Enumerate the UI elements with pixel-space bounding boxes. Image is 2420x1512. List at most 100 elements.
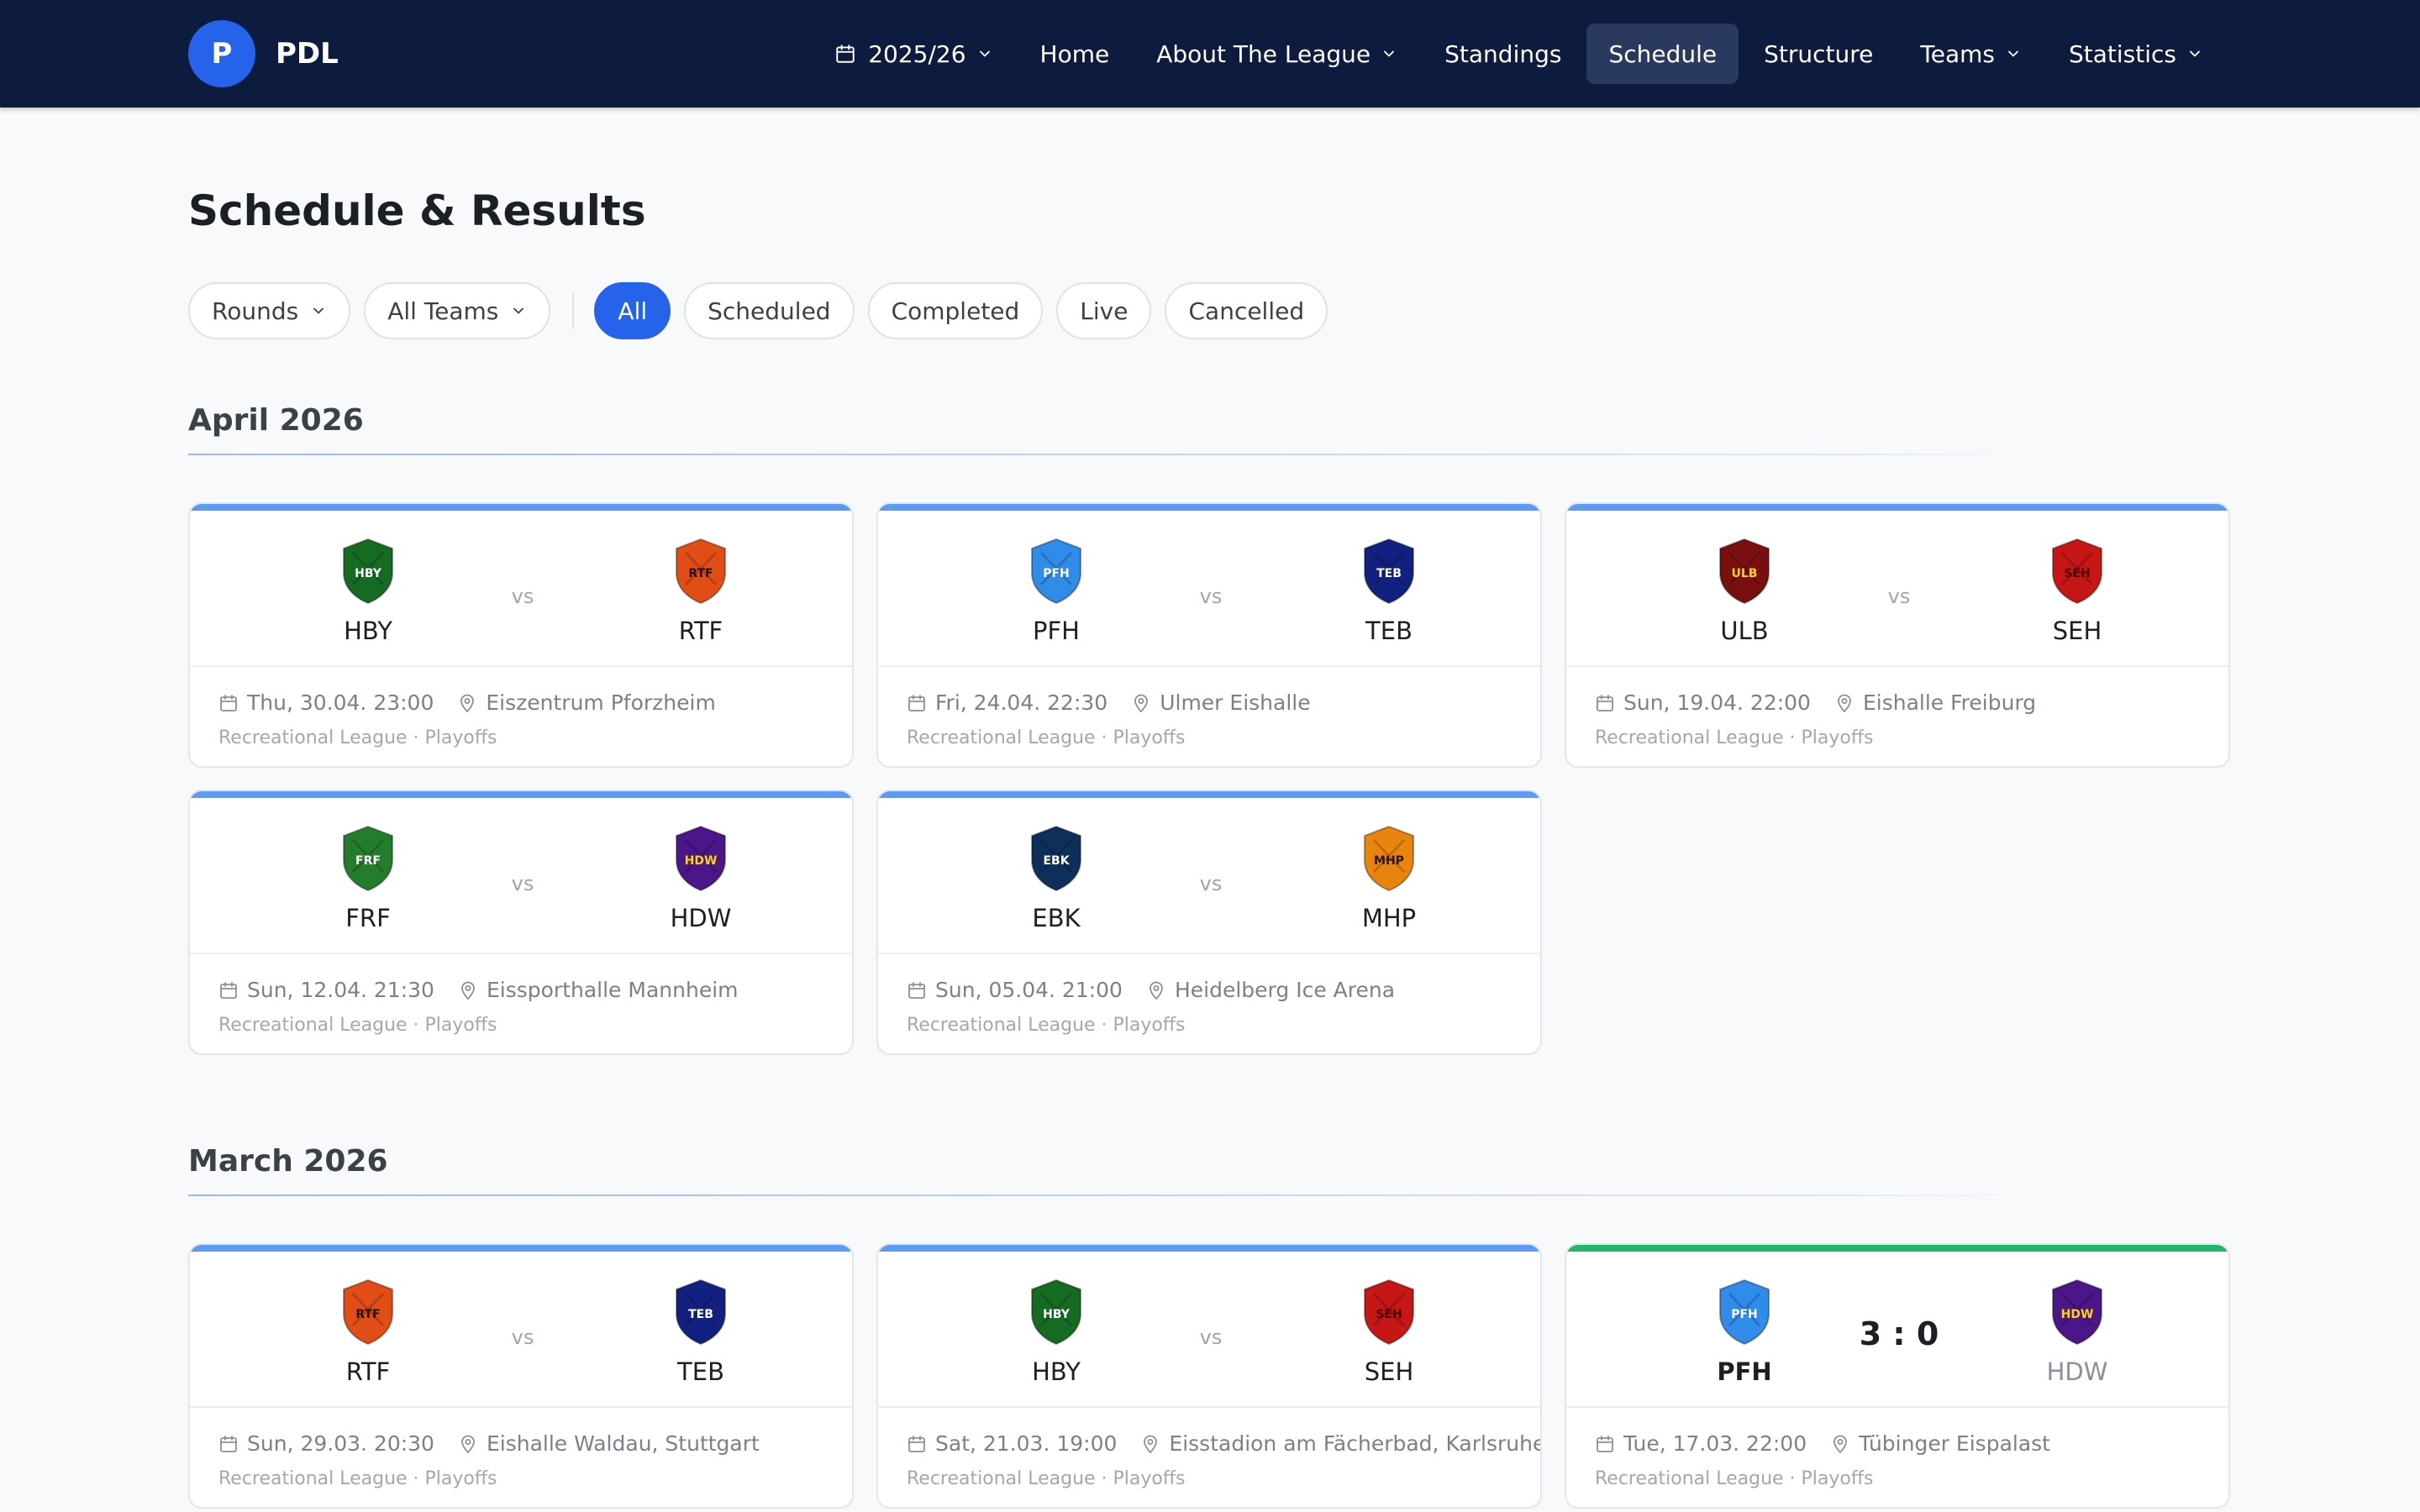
brand[interactable]: P PDL (188, 20, 339, 87)
game-meta: Fri, 24.04. 22:30 Ulmer Eishalle (907, 690, 1311, 715)
away-team[interactable]: MHP MHP (1305, 825, 1473, 932)
calendar-icon (908, 1435, 925, 1452)
away-team[interactable]: SEH SEH (1305, 1278, 1473, 1386)
game-meta: Sun, 19.04. 22:00 Eishalle Freiburg (1595, 690, 2036, 715)
location-pin-icon (1144, 1435, 1158, 1453)
season-selector[interactable]: 2025/26 (813, 24, 1014, 84)
svg-text:SEH: SEH (1376, 1308, 1402, 1321)
team-shield-icon: PFH (1719, 1278, 1770, 1346)
main-nav: 2025/26 Home About The League Standings Sch… (809, 24, 2225, 84)
vs-label: vs (511, 872, 534, 895)
game-card[interactable]: HBY HBY vs SEH SEH Sat, 21.03. 19:00 Eisstadio… (876, 1243, 1542, 1509)
brand-logo: P (188, 20, 255, 87)
brand-name: PDL (276, 37, 339, 71)
away-team[interactable]: HDW HDW (617, 825, 785, 932)
vs-label: vs (1199, 872, 1223, 895)
game-card[interactable]: RTF RTF vs TEB TEB Sun, 29.03. 20:30 Eishalle … (188, 1243, 854, 1509)
game-card[interactable]: EBK EBK vs MHP MHP Sun, 05.04. 21:00 Heidelber… (876, 790, 1542, 1055)
game-datetime: Sun, 05.04. 21:00 (935, 978, 1123, 1002)
matchup: HBY HBY vs SEH SEH (878, 1252, 1540, 1408)
team-shield-icon: RTF (343, 1278, 393, 1346)
status-filter-cancelled[interactable]: Cancelled (1165, 282, 1328, 339)
team-shield-icon: ULB (1719, 538, 1770, 605)
game-league-round: Recreational League · Playoffs (1595, 727, 1874, 748)
away-team[interactable]: HDW HDW (1993, 1278, 2161, 1386)
calendar-icon (1597, 694, 1613, 711)
game-card[interactable]: HBY HBY vs RTF RTF Thu, 30.04. 23:00 Eiszentru… (188, 502, 854, 768)
game-card[interactable]: PFH PFH 3 : 0 HDW HDW Tue, 17.03. 22:00 Tübing… (1565, 1243, 2230, 1509)
game-meta: Sat, 21.03. 19:00 Eisstadion am Fächerbad… (907, 1431, 1540, 1456)
status-bar (878, 791, 1540, 798)
calendar-icon (836, 45, 855, 63)
home-team[interactable]: EBK EBK (972, 825, 1140, 932)
vs-label: vs (1199, 585, 1223, 608)
team-shield-icon: EBK (1031, 825, 1081, 892)
location-pin-icon (1150, 981, 1163, 1000)
matchup: PFH PFH 3 : 0 HDW HDW (1566, 1252, 2228, 1408)
rounds-dropdown[interactable]: Rounds (188, 282, 351, 339)
game-league-round: Recreational League · Playoffs (1595, 1468, 1874, 1489)
nav-item-about-the-league[interactable]: About The League (1134, 24, 1419, 84)
filter-divider (572, 292, 575, 329)
home-team-abbr: ULB (1720, 617, 1769, 645)
game-datetime: Sat, 21.03. 19:00 (935, 1431, 1118, 1456)
away-team[interactable]: RTF RTF (617, 538, 785, 645)
home-team[interactable]: HBY HBY (972, 1278, 1140, 1386)
home-team[interactable]: HBY HBY (284, 538, 452, 645)
team-shield-icon: MHP (1364, 825, 1414, 892)
away-team-abbr: TEB (677, 1357, 724, 1386)
status-filter-all[interactable]: All (594, 282, 671, 339)
chevron-down-icon (513, 307, 524, 314)
home-team-abbr: EBK (1032, 904, 1081, 932)
matchup: RTF RTF vs TEB TEB (190, 1252, 852, 1408)
calendar-icon (220, 694, 237, 711)
chevron-down-icon (979, 50, 990, 57)
game-card[interactable]: ULB ULB vs SEH SEH Sun, 19.04. 22:00 Eishalle … (1565, 502, 2230, 768)
vs-label: vs (1887, 585, 1911, 608)
game-card[interactable]: FRF FRF vs HDW HDW Sun, 12.04. 21:30 Eissporth… (188, 790, 854, 1055)
nav-item-home[interactable]: Home (1018, 24, 1132, 84)
home-team-abbr: FRF (345, 904, 391, 932)
nav-item-structure[interactable]: Structure (1742, 24, 1895, 84)
home-team[interactable]: PFH PFH (1660, 1278, 1828, 1386)
nav-item-label: Statistics (2069, 39, 2176, 68)
chevron-down-icon (2190, 50, 2200, 57)
nav-item-standings[interactable]: Standings (1423, 24, 1583, 84)
matchup: ULB ULB vs SEH SEH (1566, 511, 2228, 667)
calendar-icon (908, 981, 925, 999)
game-venue: Ulmer Eishalle (1160, 690, 1311, 715)
location-pin-icon (1833, 1435, 1848, 1453)
status-filter-live[interactable]: Live (1056, 282, 1152, 339)
calendar-icon (220, 981, 237, 999)
home-team[interactable]: FRF FRF (284, 825, 452, 932)
svg-text:EBK: EBK (1043, 854, 1070, 868)
game-league-round: Recreational League · Playoffs (907, 1468, 1186, 1489)
month-heading: April 2026 (188, 403, 364, 438)
home-team[interactable]: RTF RTF (284, 1278, 452, 1386)
status-filter-scheduled[interactable]: Scheduled (684, 282, 855, 339)
location-pin-icon (460, 694, 475, 712)
nav-item-schedule[interactable]: Schedule (1586, 24, 1739, 84)
game-card[interactable]: PFH PFH vs TEB TEB Fri, 24.04. 22:30 Ulmer Eis… (876, 502, 1542, 768)
away-team[interactable]: TEB TEB (617, 1278, 785, 1386)
team-shield-icon: HBY (1031, 1278, 1081, 1346)
away-team[interactable]: TEB TEB (1305, 538, 1473, 645)
status-filter-completed[interactable]: Completed (867, 282, 1044, 339)
svg-text:SEH: SEH (2064, 567, 2090, 580)
home-team[interactable]: PFH PFH (972, 538, 1140, 645)
nav-item-label: Home (1039, 39, 1110, 68)
game-venue: Heidelberg Ice Arena (1174, 978, 1396, 1002)
matchup: HBY HBY vs RTF RTF (190, 511, 852, 667)
svg-text:HBY: HBY (1043, 1308, 1071, 1321)
nav-item-teams[interactable]: Teams (1898, 24, 2044, 84)
game-meta: Tue, 17.03. 22:00 Tübinger Eispalast (1595, 1431, 2050, 1456)
nav-item-statistics[interactable]: Statistics (2047, 24, 2225, 84)
top-navbar: P PDL 2025/26 Home About The League Standi… (0, 0, 2420, 108)
all-teams-dropdown[interactable]: All Teams (364, 282, 551, 339)
game-venue: Tübinger Eispalast (1859, 1431, 2050, 1456)
svg-text:TEB: TEB (688, 1308, 713, 1321)
month-divider (188, 454, 2020, 455)
away-team[interactable]: SEH SEH (1993, 538, 2161, 645)
nav-item-label: Teams (1920, 39, 1995, 68)
home-team[interactable]: ULB ULB (1660, 538, 1828, 645)
